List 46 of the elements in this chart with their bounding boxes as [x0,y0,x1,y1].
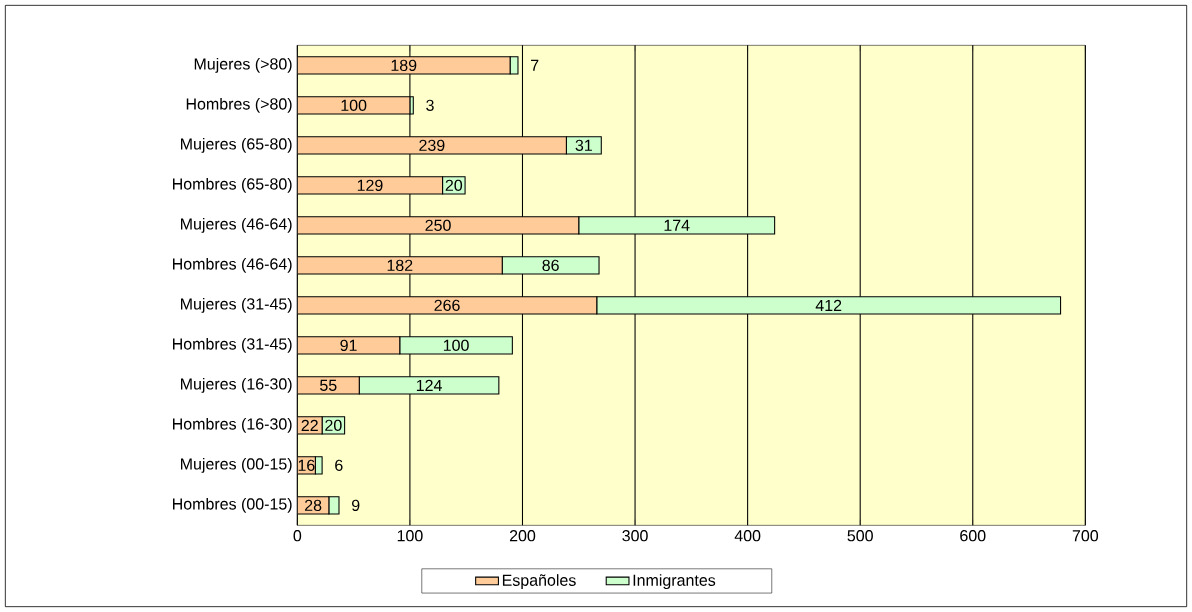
data-label: 182 [387,259,413,271]
x-tick-label: 300 [622,530,648,542]
data-label: 100 [341,99,367,111]
x-tick-label: 500 [847,530,873,542]
y-tick-label: Hombres (31-45) [173,337,292,353]
legend-label: Españoles [502,574,576,590]
y-tick-label: Mujeres (16-30) [181,377,292,393]
y-tick-label: Hombres (00-15) [173,497,292,513]
data-label: 28 [305,499,322,511]
data-label: 86 [542,259,559,271]
data-label: 129 [357,179,383,191]
y-tick-label: Hombres (16-30) [173,417,292,433]
data-label: 250 [425,219,451,231]
y-tick-label: Hombres (46-64) [173,257,292,273]
y-tick-label: Mujeres (46-64) [181,217,292,233]
x-tick-label: 200 [509,530,536,542]
data-label: 266 [434,299,460,311]
data-label: 239 [419,139,445,151]
x-tick-label: 0 [293,530,302,542]
data-label: 16 [298,459,315,471]
data-label: 20 [325,419,342,431]
data-label: 9 [352,499,360,511]
legend-label: Inmigrantes [633,574,716,590]
data-label: 7 [531,59,539,71]
data-label: 124 [416,379,442,391]
x-tick-label: 600 [960,530,986,542]
y-tick-label: Mujeres (>80) [194,57,292,73]
y-tick-label: Mujeres (00-15) [181,457,292,473]
x-tick-label: 700 [1072,530,1099,542]
data-label: 55 [320,379,337,391]
data-label: 412 [815,299,842,311]
data-label: 91 [340,339,357,351]
y-tick-label: Mujeres (31-45) [181,297,292,313]
data-label: 20 [445,179,463,191]
x-tick-label: 100 [397,530,423,542]
x-tick-label: 400 [734,530,761,542]
data-label: 22 [301,419,318,431]
data-label: 174 [664,219,690,231]
y-tick-label: Hombres (>80) [186,97,292,113]
y-tick-label: Mujeres (65-80) [181,137,292,153]
data-label: 3 [426,99,434,111]
y-tick-label: Hombres (65-80) [173,177,292,193]
data-label: 31 [575,139,592,151]
data-label: 100 [443,339,469,351]
data-label: 189 [391,59,417,71]
data-label: 6 [335,459,343,471]
